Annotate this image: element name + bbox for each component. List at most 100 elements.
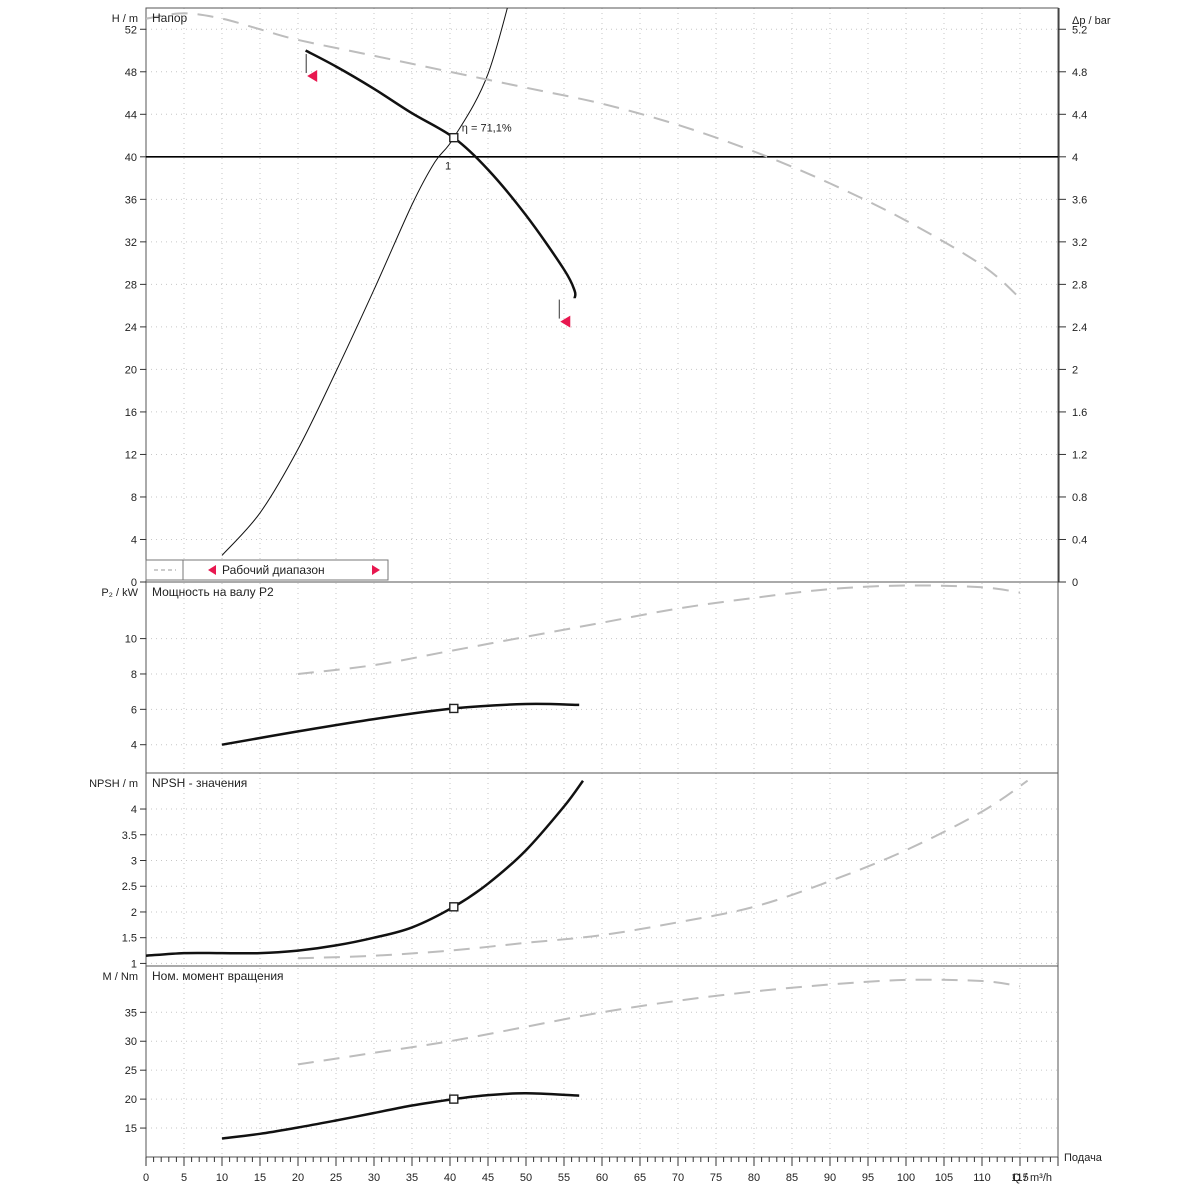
x-tick-label: 85 bbox=[786, 1172, 798, 1184]
right-tick-label: 0 bbox=[1072, 577, 1078, 589]
y-axis-label: M / Nm bbox=[103, 971, 138, 983]
x-tick-label: 25 bbox=[330, 1172, 342, 1184]
operating-point-label: 1 bbox=[445, 160, 451, 172]
x-tick-label: 30 bbox=[368, 1172, 380, 1184]
x-tick-label: 80 bbox=[748, 1172, 760, 1184]
reference-curve bbox=[146, 12, 1021, 299]
x-tick-label: 15 bbox=[254, 1172, 266, 1184]
right-tick-label: 2.8 bbox=[1072, 279, 1087, 291]
panel-frames bbox=[145, 7, 1059, 1158]
legend-text: Рабочий диапазон bbox=[222, 563, 325, 577]
right-axis-label: Δp / bar bbox=[1072, 15, 1111, 27]
y-axis-label: H / m bbox=[112, 13, 138, 25]
reference-curve bbox=[297, 779, 1029, 960]
right-tick-label: 3.6 bbox=[1072, 194, 1087, 206]
panel-title: Ном. момент вращения bbox=[152, 969, 284, 983]
x-tick-label: 105 bbox=[935, 1172, 953, 1184]
y-tick-label: 2.5 bbox=[122, 881, 137, 893]
right-tick-label: 3.2 bbox=[1072, 237, 1087, 249]
y-tick-label: 25 bbox=[125, 1065, 137, 1077]
panel-title: NPSH - значения bbox=[152, 776, 247, 790]
y-tick-label: 2 bbox=[131, 907, 137, 919]
performance-curve bbox=[305, 49, 577, 299]
x-tick-label: 55 bbox=[558, 1172, 570, 1184]
performance-curve bbox=[146, 779, 585, 957]
panel-title: Мощность на валу P2 bbox=[152, 585, 274, 599]
right-tick-label: 0.4 bbox=[1072, 534, 1087, 546]
y-tick-label: 35 bbox=[125, 1007, 137, 1019]
x-tick-label: 100 bbox=[897, 1172, 915, 1184]
duty-point-marker bbox=[449, 902, 459, 912]
y-tick-label: 4 bbox=[131, 534, 137, 546]
y-tick-label: 8 bbox=[131, 492, 137, 504]
x-tick-label: 0 bbox=[143, 1172, 149, 1184]
y-axis-label: NPSH / m bbox=[89, 778, 138, 790]
x-axis-label: Q / m³/h bbox=[1012, 1172, 1052, 1184]
right-tick-label: 4.4 bbox=[1072, 109, 1087, 121]
y-tick-label: 36 bbox=[125, 194, 137, 206]
x-tick-label: 90 bbox=[824, 1172, 836, 1184]
limit-marker bbox=[307, 70, 318, 83]
right-tick-label: 0.8 bbox=[1072, 492, 1087, 504]
y-tick-label: 4 bbox=[131, 804, 137, 816]
right-tick-label: 5.2 bbox=[1072, 24, 1087, 36]
x-axis-side-label: Подача bbox=[1064, 1152, 1103, 1164]
y-tick-label: 40 bbox=[125, 152, 137, 164]
y-axis-label: P₂ / kW bbox=[101, 587, 138, 599]
x-tick-label: 40 bbox=[444, 1172, 456, 1184]
x-tick-label: 65 bbox=[634, 1172, 646, 1184]
performance-curve bbox=[221, 702, 580, 746]
x-tick-label: 35 bbox=[406, 1172, 418, 1184]
y-tick-label: 52 bbox=[125, 24, 137, 36]
right-tick-label: 4.8 bbox=[1072, 67, 1087, 79]
legend-marker-left bbox=[208, 565, 216, 575]
y-tick-label: 15 bbox=[125, 1123, 137, 1135]
y-tick-label: 12 bbox=[125, 449, 137, 461]
limit-marker bbox=[560, 315, 571, 328]
x-tick-label: 60 bbox=[596, 1172, 608, 1184]
y-tick-label: 6 bbox=[131, 704, 137, 716]
x-tick-label: 115 bbox=[1011, 1172, 1029, 1184]
legend-marker-right bbox=[372, 565, 380, 575]
y-tick-label: 20 bbox=[125, 1094, 137, 1106]
duty-point-marker bbox=[449, 1094, 459, 1104]
x-tick-label: 70 bbox=[672, 1172, 684, 1184]
right-tick-label: 4 bbox=[1072, 152, 1078, 164]
x-tick-label: 20 bbox=[292, 1172, 304, 1184]
y-tick-label: 4 bbox=[131, 740, 137, 752]
axes-layer bbox=[140, 8, 1066, 1166]
y-tick-label: 32 bbox=[125, 237, 137, 249]
reference-curve bbox=[297, 584, 1021, 675]
y-tick-label: 48 bbox=[125, 67, 137, 79]
y-tick-label: 30 bbox=[125, 1036, 137, 1048]
right-tick-label: 1.6 bbox=[1072, 407, 1087, 419]
y-tick-label: 8 bbox=[131, 669, 137, 681]
x-tick-label: 45 bbox=[482, 1172, 494, 1184]
duty-point-marker bbox=[449, 132, 459, 143]
x-tick-label: 50 bbox=[520, 1172, 532, 1184]
y-tick-label: 16 bbox=[125, 407, 137, 419]
reference-curve bbox=[297, 978, 1021, 1066]
y-tick-label: 0 bbox=[131, 577, 137, 589]
x-tick-label: 95 bbox=[862, 1172, 874, 1184]
y-tick-label: 1.5 bbox=[122, 933, 137, 945]
y-tick-label: 3 bbox=[131, 855, 137, 867]
x-tick-label: 10 bbox=[216, 1172, 228, 1184]
y-tick-label: 24 bbox=[125, 322, 137, 334]
legend-box bbox=[145, 559, 389, 581]
system-curve bbox=[221, 8, 508, 556]
y-tick-label: 1 bbox=[131, 958, 137, 970]
curves-layer bbox=[146, 8, 1058, 1140]
grid-layer bbox=[146, 8, 1058, 1157]
y-tick-label: 10 bbox=[125, 634, 137, 646]
y-tick-label: 28 bbox=[125, 279, 137, 291]
marks-layer bbox=[145, 54, 571, 1104]
performance-curve bbox=[221, 1092, 580, 1140]
y-tick-label: 3.5 bbox=[122, 830, 137, 842]
y-tick-label: 20 bbox=[125, 364, 137, 376]
y-tick-label: 44 bbox=[125, 109, 137, 121]
x-tick-label: 75 bbox=[710, 1172, 722, 1184]
right-tick-label: 1.2 bbox=[1072, 449, 1087, 461]
